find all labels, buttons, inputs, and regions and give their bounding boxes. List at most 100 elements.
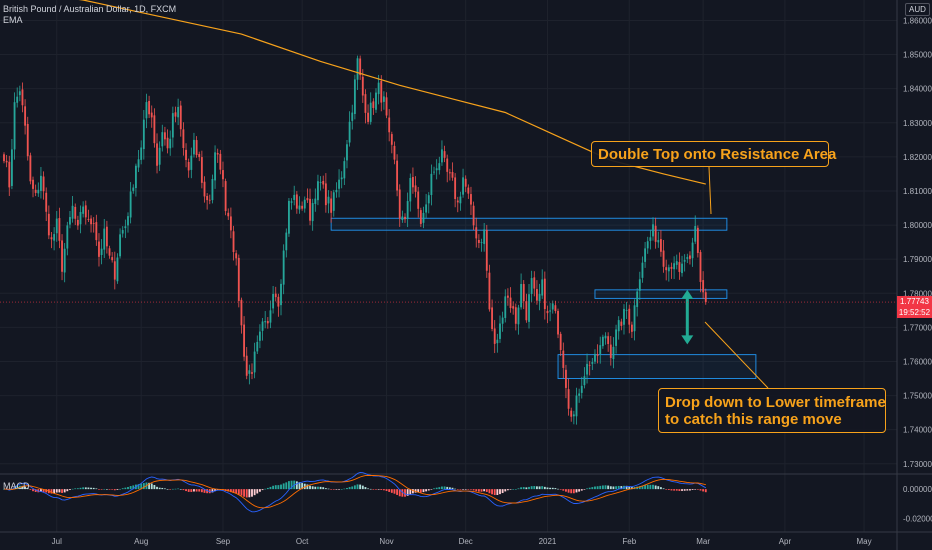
candle-body bbox=[100, 248, 103, 255]
candle-body bbox=[689, 255, 691, 259]
candle-body bbox=[82, 206, 85, 214]
candle-body bbox=[171, 113, 174, 138]
candle-body bbox=[66, 225, 69, 249]
macd-histogram-bar bbox=[24, 486, 27, 490]
macd-histogram-bar bbox=[179, 489, 182, 490]
candle-body bbox=[559, 333, 562, 351]
drop-arrow[interactable] bbox=[681, 289, 694, 345]
macd-tick-label: 0.00000 bbox=[903, 485, 932, 494]
macd-histogram-bar bbox=[264, 488, 267, 490]
indicator-label[interactable]: EMA bbox=[3, 15, 23, 25]
candle-body bbox=[121, 230, 124, 234]
macd-histogram-bar bbox=[630, 487, 633, 490]
macd-histogram-bar bbox=[409, 489, 412, 495]
time-tick-label: Dec bbox=[459, 537, 473, 546]
macd-histogram-bar bbox=[638, 486, 641, 490]
macd-histogram-bar bbox=[665, 489, 668, 490]
candle-body bbox=[348, 121, 351, 143]
macd-histogram-bar bbox=[562, 489, 565, 491]
candle-body bbox=[235, 253, 238, 259]
macd-histogram-bar bbox=[198, 489, 201, 492]
macd-histogram-bar bbox=[214, 489, 216, 492]
candle-body bbox=[628, 308, 631, 325]
candle-body bbox=[222, 170, 224, 180]
candle-body bbox=[356, 58, 359, 80]
macd-histogram-bar bbox=[53, 489, 56, 494]
candle-body bbox=[414, 185, 417, 192]
macd-histogram-bar bbox=[261, 489, 264, 491]
macd-histogram-bar bbox=[625, 485, 628, 490]
candle-body bbox=[462, 177, 464, 195]
macd-histogram-bar bbox=[216, 489, 219, 491]
candle-body bbox=[311, 203, 314, 222]
macd-histogram-bar bbox=[512, 489, 515, 490]
candle-body bbox=[388, 117, 391, 133]
candle-body bbox=[483, 229, 486, 244]
currency-button[interactable]: AUD bbox=[905, 3, 930, 16]
candle-body bbox=[623, 308, 625, 325]
candle-body bbox=[425, 204, 428, 213]
macd-histogram-bar bbox=[567, 489, 570, 493]
candle-body bbox=[179, 105, 182, 130]
candle-body bbox=[422, 212, 425, 223]
candle-body bbox=[282, 250, 285, 285]
macd-label[interactable]: MACD bbox=[3, 481, 30, 491]
macd-histogram-bar bbox=[678, 489, 681, 491]
symbol-title[interactable]: British Pound / Australian Dollar, 1D, F… bbox=[3, 4, 177, 14]
time-axis[interactable]: Jul Aug Sep Oct Nov Dec 2021 Feb Mar Apr May bbox=[52, 537, 872, 546]
macd-histogram-bar bbox=[404, 489, 406, 497]
macd-histogram-bar bbox=[509, 489, 512, 490]
candle-body bbox=[485, 229, 488, 271]
candle-body bbox=[390, 134, 393, 145]
price-tick-label: 1.85000 bbox=[903, 51, 932, 60]
price-tick-label: 1.74000 bbox=[903, 426, 932, 435]
candle-body bbox=[224, 181, 227, 212]
candle-body bbox=[517, 307, 520, 325]
candle-body bbox=[346, 144, 348, 161]
macd-histogram-bar bbox=[396, 489, 399, 495]
candle-body bbox=[575, 395, 578, 417]
price-axis[interactable]: 1.86000 1.85000 1.84000 1.83000 1.82000 1.810… bbox=[903, 16, 932, 468]
pointer-line-top bbox=[708, 166, 712, 215]
macd-histogram-bar bbox=[132, 485, 135, 490]
signal-line bbox=[4, 474, 706, 509]
candle-body bbox=[702, 280, 705, 293]
candle-body bbox=[472, 205, 475, 226]
candle-body bbox=[34, 189, 37, 193]
macd-histogram-bar bbox=[644, 485, 647, 490]
macd-histogram-bar bbox=[161, 487, 164, 490]
price-tick-label: 1.75000 bbox=[903, 392, 932, 401]
candle-body bbox=[127, 216, 129, 226]
zone-rectangles[interactable] bbox=[330, 217, 757, 379]
macd-histogram-bar bbox=[578, 489, 581, 492]
macd-axis[interactable]: 0.00000 -0.02000 bbox=[903, 485, 932, 523]
macd-histogram-bar bbox=[285, 482, 288, 490]
candle-body bbox=[501, 317, 504, 324]
macd-histogram-bar bbox=[704, 489, 707, 493]
macd-histogram-bar bbox=[71, 488, 74, 490]
candle-body bbox=[359, 58, 362, 76]
macd-histogram-bar bbox=[517, 488, 520, 490]
macd-histogram-bar bbox=[477, 489, 480, 492]
candle-body bbox=[404, 216, 406, 220]
lower-timeframe-callout[interactable]: Drop down to Lower timeframe to catch th… bbox=[658, 388, 886, 433]
candle-body bbox=[21, 89, 24, 106]
macd-histogram-bar bbox=[683, 489, 686, 491]
candle-body bbox=[696, 227, 699, 253]
macd-histogram-bar bbox=[696, 489, 699, 490]
candle-body bbox=[174, 112, 177, 117]
candle-body bbox=[166, 137, 169, 149]
double-top-callout[interactable]: Double Top onto Resistance Area bbox=[591, 141, 836, 167]
zone-range-bottom bbox=[557, 354, 757, 379]
candle-body bbox=[79, 211, 82, 225]
macd-histogram-bar bbox=[306, 484, 309, 490]
macd-histogram-bar bbox=[586, 488, 588, 490]
macd-histogram-bar bbox=[237, 489, 240, 495]
macd-histogram-bar bbox=[467, 489, 470, 490]
macd-histogram-bar bbox=[702, 489, 705, 492]
macd-histogram-bar bbox=[673, 489, 676, 491]
macd-histogram-bar bbox=[499, 489, 501, 495]
macd-histogram-bar bbox=[472, 489, 475, 491]
macd-histogram-bar bbox=[206, 489, 209, 494]
